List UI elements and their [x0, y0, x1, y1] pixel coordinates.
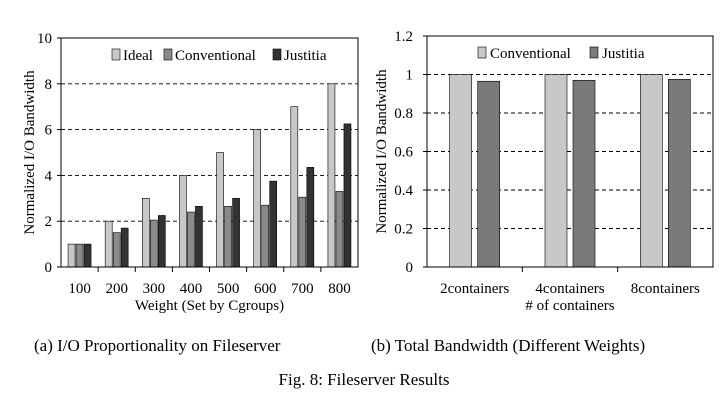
xtick-label-a: 200	[105, 281, 128, 297]
legend-swatch-b-justitia	[589, 46, 599, 59]
bar-a-justitia-100	[83, 243, 92, 268]
ytick-label-a: 8	[45, 77, 53, 93]
bar-a-justitia-800	[343, 123, 352, 268]
ytick-label-b: 0.8	[394, 106, 413, 122]
figure-caption: Fig. 8: Fileserver Results	[278, 370, 450, 389]
bar-a-conventional-500	[224, 206, 232, 268]
xtick-label-a: 600	[254, 281, 277, 297]
bar-a-ideal-500	[216, 152, 224, 268]
ytick-label-b: 0	[406, 260, 414, 276]
x-axis-label-a: Weight (Set by Cgroups)	[135, 298, 284, 314]
bar-a-ideal-700	[290, 106, 299, 268]
bar-a-ideal-300	[142, 198, 150, 268]
ytick-label-a: 2	[45, 214, 53, 230]
xtick-label-b: 2containers	[440, 281, 509, 297]
bar-a-justitia-300	[158, 215, 166, 268]
xtick-label-b: 8containers	[631, 281, 700, 297]
bar-b-justitia-4containers	[572, 79, 596, 268]
legend-label-b-justitia: Justitia	[602, 46, 645, 62]
xtick-label-b: 4containers	[535, 281, 604, 297]
bar-a-justitia-600	[269, 180, 277, 268]
bar-a-conventional-200	[112, 232, 121, 268]
y-axis-label-a: Normalized I/O Bandwidth	[22, 70, 38, 235]
xtick-label-a: 700	[291, 281, 314, 297]
legend-label-b-conventional: Conventional	[490, 46, 571, 62]
ytick-label-b: 1	[406, 68, 414, 84]
subcaption-b: (b) Total Bandwidth (Different Weights)	[371, 336, 646, 355]
bar-b-justitia-2containers	[477, 80, 500, 268]
bar-b-conventional-4containers	[544, 74, 568, 268]
bar-a-conventional-300	[150, 219, 158, 268]
bar-a-conventional-600	[261, 204, 269, 268]
xtick-label-a: 300	[143, 281, 166, 297]
bar-a-justitia-400	[195, 206, 203, 268]
legend-label-a-ideal: Ideal	[123, 48, 153, 64]
ytick-label-b: 0.4	[394, 183, 413, 199]
ytick-label-a: 10	[37, 31, 52, 47]
legend-label-a-justitia: Justitia	[284, 48, 327, 64]
bar-a-justitia-500	[232, 198, 240, 268]
bar-a-justitia-200	[120, 227, 129, 268]
bar-a-justitia-700	[306, 167, 315, 268]
ytick-label-a: 4	[45, 168, 53, 184]
ytick-label-a: 0	[45, 260, 53, 276]
bar-a-conventional-700	[298, 196, 307, 268]
bar-a-ideal-100	[67, 243, 76, 268]
bar-b-conventional-8containers	[640, 74, 663, 268]
xtick-label-a: 100	[68, 281, 91, 297]
y-axis-label-b: Normalized I/O Bandwidth	[374, 69, 390, 234]
subcaption-a: (a) I/O Proportionality on Fileserver	[34, 336, 281, 355]
bar-a-ideal-200	[104, 220, 113, 268]
bar-a-ideal-600	[253, 129, 261, 268]
ytick-label-b: 0.6	[394, 145, 413, 161]
bar-a-conventional-100	[75, 243, 84, 268]
ytick-label-a: 6	[45, 123, 53, 139]
xtick-label-a: 400	[180, 281, 203, 297]
bar-a-conventional-800	[335, 191, 344, 268]
bar-a-conventional-400	[187, 211, 195, 268]
legend-label-a-conventional: Conventional	[175, 48, 256, 64]
bar-a-ideal-800	[327, 83, 336, 268]
xtick-label-a: 800	[328, 281, 351, 297]
bar-a-ideal-400	[179, 175, 187, 268]
legend-swatch-a-justitia	[272, 48, 282, 61]
x-axis-label-b: # of containers	[525, 298, 614, 314]
legend-swatch-b-conventional	[477, 46, 487, 59]
legend-swatch-a-conventional	[163, 48, 173, 61]
bar-b-justitia-8containers	[668, 79, 691, 268]
bar-b-conventional-2containers	[449, 74, 472, 268]
ytick-label-b: 1.2	[394, 29, 413, 45]
xtick-label-a: 500	[217, 281, 240, 297]
ytick-label-b: 0.2	[394, 222, 413, 238]
legend-swatch-a-ideal	[111, 48, 121, 61]
